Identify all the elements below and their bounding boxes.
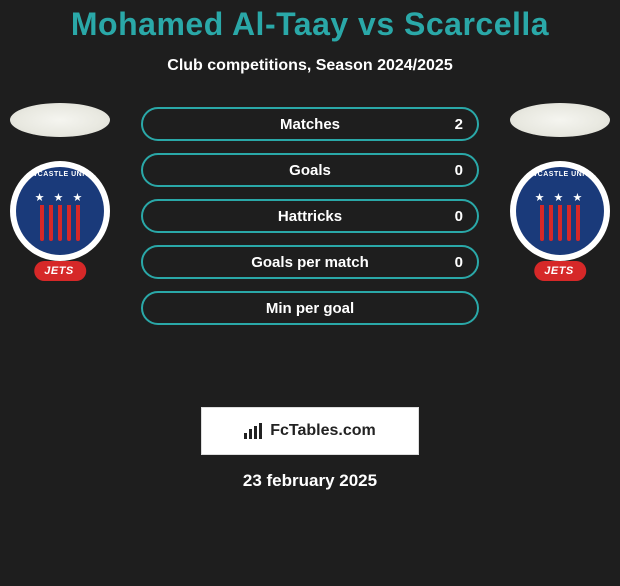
stat-row-goals: Goals 0 bbox=[141, 153, 479, 187]
stat-label: Min per goal bbox=[266, 300, 354, 317]
badge-stars-icon: ★ ★ ★ bbox=[516, 191, 604, 204]
stat-label: Goals bbox=[289, 162, 331, 179]
stat-label: Matches bbox=[280, 116, 340, 133]
badge-inner: NEWCASTLE UNITED ★ ★ ★ bbox=[516, 167, 604, 255]
comparison-area: NEWCASTLE UNITED ★ ★ ★ JETS NEWCASTLE UN… bbox=[0, 97, 620, 397]
stat-right-value: 0 bbox=[455, 208, 463, 225]
badge-top-text: NEWCASTLE UNITED bbox=[16, 171, 104, 178]
badge-top-text: NEWCASTLE UNITED bbox=[516, 171, 604, 178]
date-text: 23 february 2025 bbox=[0, 471, 620, 491]
footer-logo: FcTables.com bbox=[201, 407, 419, 455]
stat-right-value: 0 bbox=[455, 254, 463, 271]
stat-row-goals-per-match: Goals per match 0 bbox=[141, 245, 479, 279]
badge-stripes-icon bbox=[40, 205, 80, 241]
badge-inner: NEWCASTLE UNITED ★ ★ ★ bbox=[16, 167, 104, 255]
player-left-column: NEWCASTLE UNITED ★ ★ ★ JETS bbox=[0, 97, 120, 277]
page-title: Mohamed Al-Taay vs Scarcella bbox=[0, 6, 620, 43]
stat-right-value: 0 bbox=[455, 162, 463, 179]
stat-label: Hattricks bbox=[278, 208, 342, 225]
subtitle: Club competitions, Season 2024/2025 bbox=[0, 57, 620, 75]
badge-stars-icon: ★ ★ ★ bbox=[16, 191, 104, 204]
footer-logo-text: FcTables.com bbox=[270, 422, 376, 440]
badge-bottom-text: JETS bbox=[534, 261, 586, 281]
stat-row-matches: Matches 2 bbox=[141, 107, 479, 141]
stat-right-value: 2 bbox=[455, 116, 463, 133]
player-left-club-badge: NEWCASTLE UNITED ★ ★ ★ JETS bbox=[10, 161, 110, 277]
stats-list: Matches 2 Goals 0 Hattricks 0 Goals per … bbox=[141, 107, 479, 325]
badge-circle: NEWCASTLE UNITED ★ ★ ★ bbox=[510, 161, 610, 261]
badge-bottom-text: JETS bbox=[34, 261, 86, 281]
player-right-column: NEWCASTLE UNITED ★ ★ ★ JETS bbox=[500, 97, 620, 277]
stat-row-min-per-goal: Min per goal bbox=[141, 291, 479, 325]
player-left-silhouette bbox=[10, 103, 110, 137]
stat-label: Goals per match bbox=[251, 254, 369, 271]
stat-row-hattricks: Hattricks 0 bbox=[141, 199, 479, 233]
badge-stripes-icon bbox=[540, 205, 580, 241]
badge-circle: NEWCASTLE UNITED ★ ★ ★ bbox=[10, 161, 110, 261]
player-right-club-badge: NEWCASTLE UNITED ★ ★ ★ JETS bbox=[510, 161, 610, 277]
player-right-silhouette bbox=[510, 103, 610, 137]
bar-chart-icon bbox=[244, 423, 264, 439]
